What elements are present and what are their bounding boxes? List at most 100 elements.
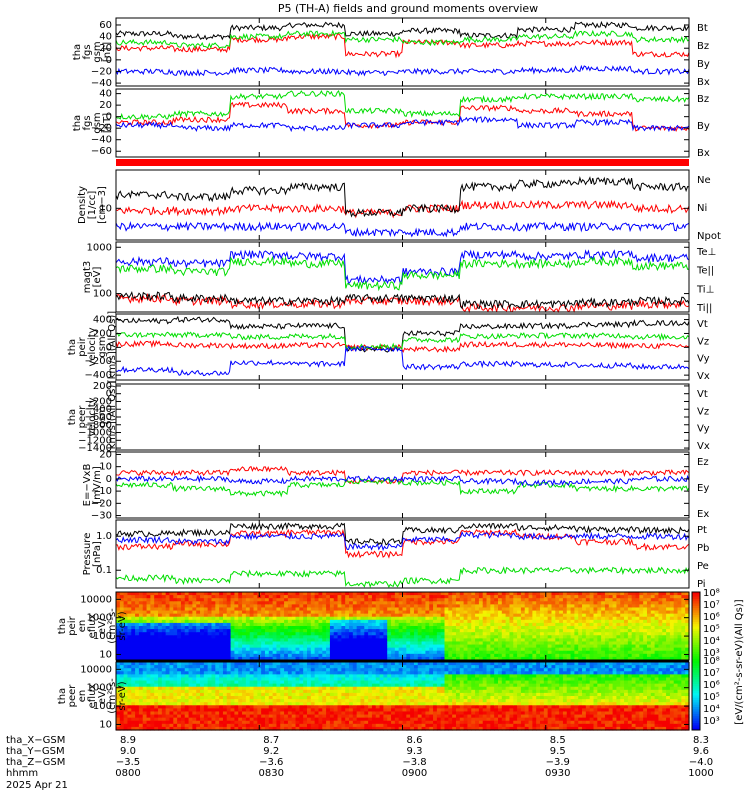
heat-cell	[318, 653, 323, 658]
heat-cell	[349, 638, 354, 643]
heat-cell	[272, 726, 278, 731]
heat-cell	[276, 711, 281, 716]
heat-cell	[616, 641, 621, 646]
heat-cell	[505, 616, 511, 621]
heat-cell	[238, 723, 243, 728]
heat-cell	[138, 632, 144, 636]
heat-cell	[165, 632, 171, 636]
heat-cell	[448, 647, 453, 652]
heat-cell	[272, 680, 278, 685]
heat-cell	[547, 647, 553, 652]
heat-cell	[593, 610, 598, 615]
heat-cell	[238, 619, 243, 624]
heat-cell	[226, 686, 232, 691]
heat-cell	[593, 632, 598, 636]
heat-cell	[180, 702, 186, 706]
heat-cell	[131, 665, 136, 669]
heat-cell	[123, 656, 129, 661]
heat-cell	[264, 717, 270, 722]
heat-cell	[154, 638, 159, 643]
heat-cell	[394, 653, 400, 658]
heat-cell	[528, 592, 533, 596]
heat-cell	[291, 601, 297, 605]
heat-cell	[135, 607, 140, 612]
heat-cell	[119, 601, 125, 605]
heat-cell	[413, 592, 419, 596]
heat-cell	[314, 629, 320, 633]
heat-cell	[314, 598, 320, 602]
heat-cell	[322, 689, 327, 694]
heat-cell	[406, 616, 411, 621]
heat-cell	[314, 641, 320, 646]
heat-cell	[264, 668, 270, 672]
heat-cell	[280, 717, 285, 722]
heat-cell	[230, 680, 236, 685]
panel-ylabel: tha	[57, 618, 68, 634]
heat-cell	[253, 671, 258, 675]
heat-cell	[196, 635, 201, 639]
heat-cell	[150, 613, 155, 618]
heat-cell	[440, 629, 446, 633]
heat-cell	[528, 622, 533, 627]
heat-cell	[326, 668, 331, 672]
heat-cell	[219, 696, 224, 700]
heat-cell	[391, 644, 396, 649]
heat-cell	[543, 638, 549, 643]
heat-cell	[169, 598, 174, 602]
heat-cell	[425, 601, 430, 605]
heat-cell	[501, 647, 507, 652]
heat-cell	[249, 714, 255, 719]
heat-cell	[631, 653, 637, 658]
heat-cell	[349, 604, 354, 609]
heat-cell	[620, 622, 625, 627]
heat-cell	[116, 720, 121, 725]
heat-cell	[131, 674, 136, 679]
heat-cell	[501, 622, 507, 627]
heat-cell	[127, 644, 132, 649]
heat-cell	[268, 635, 274, 639]
heat-cell	[264, 622, 270, 627]
heat-cell	[196, 641, 201, 646]
heat-cell	[268, 699, 274, 703]
heat-cell	[520, 629, 526, 633]
heat-cell	[200, 705, 205, 709]
heat-cell	[116, 604, 121, 609]
heat-cell	[158, 665, 163, 669]
heat-cell	[272, 635, 278, 639]
heat-cell	[207, 705, 213, 709]
heat-cell	[131, 641, 136, 646]
heat-cell	[677, 632, 682, 636]
heat-cell	[391, 592, 396, 596]
heat-cell	[238, 686, 243, 691]
heat-cell	[150, 714, 155, 719]
heat-cell	[532, 613, 537, 618]
heat-cell	[562, 638, 568, 643]
heat-cell	[264, 665, 270, 669]
heat-cell	[245, 638, 251, 643]
heat-cell	[337, 717, 342, 722]
heat-cell	[119, 717, 125, 722]
heat-cell	[158, 595, 163, 599]
heat-cell	[303, 696, 308, 700]
heat-cell	[329, 726, 335, 731]
heat-cell	[329, 692, 335, 697]
heat-cell	[593, 647, 598, 652]
heat-cell	[268, 720, 274, 725]
heat-cell	[230, 702, 236, 706]
heat-cell	[127, 632, 132, 636]
heat-cell	[226, 723, 232, 728]
heat-cell	[562, 616, 568, 621]
heat-cell	[268, 662, 274, 666]
heat-cell	[219, 635, 224, 639]
heat-cell	[540, 613, 545, 618]
heat-cell	[215, 665, 220, 669]
heat-cell	[150, 616, 155, 621]
heat-cell	[429, 616, 434, 621]
heat-cell	[368, 626, 373, 630]
heat-cell	[268, 723, 274, 728]
heat-cell	[635, 595, 640, 599]
heat-cell	[582, 598, 587, 602]
heat-cell	[440, 598, 446, 602]
heat-cell	[593, 626, 598, 630]
heat-cell	[463, 647, 469, 652]
